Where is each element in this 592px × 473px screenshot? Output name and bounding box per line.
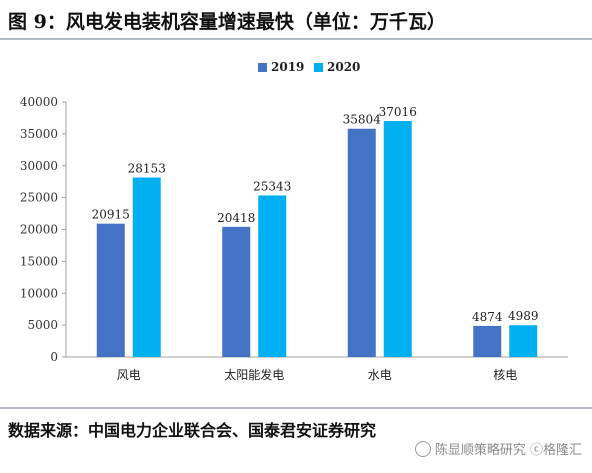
y-tick-label: 40000: [20, 95, 58, 109]
bar: [473, 325, 502, 357]
y-tick-label: 25000: [20, 191, 58, 205]
x-tick-label: 核电: [493, 368, 517, 382]
y-tick-label: 35000: [20, 127, 58, 141]
watermark: 陈显顺策略研究 ⓒ格隆汇: [414, 439, 582, 458]
y-tick-label: 5000: [27, 318, 58, 332]
x-tick-label: 水电: [368, 368, 392, 382]
bar: [258, 195, 287, 357]
data-label: 28153: [128, 162, 166, 176]
data-label: 37016: [379, 105, 417, 119]
source-note: 数据来源：中国电力企业联合会、国泰君安证券研究: [8, 421, 377, 440]
data-label: 35804: [343, 113, 382, 127]
data-label: 4989: [508, 309, 539, 323]
bar: [96, 223, 125, 357]
y-tick-label: 30000: [20, 159, 58, 173]
title-bar: 图 9：风电发电装机容量增速最快（单位：万千瓦）: [0, 0, 592, 40]
y-tick-label: 20000: [20, 223, 58, 237]
x-tick-label: 太阳能发电: [224, 367, 284, 382]
watermark-text: 陈显顺策略研究 ⓒ格隆汇: [434, 443, 582, 458]
legend-swatch: [258, 63, 267, 72]
data-label: 20418: [217, 211, 255, 225]
bar-chart: 0 5000 10000 15000 20000 25000 30000 35000 40000…: [20, 60, 568, 382]
chart-title: 图 9：风电发电装机容量增速最快（单位：万千瓦）: [8, 11, 446, 33]
legend-label: 2020: [327, 60, 360, 74]
bar: [132, 177, 161, 357]
x-tick-label: 风电: [117, 368, 141, 382]
y-tick-label: 0: [50, 350, 58, 364]
source-bar: 数据来源：中国电力企业联合会、国泰君安证券研究 陈显顺策略研究 ⓒ格隆汇: [0, 407, 592, 473]
y-tick-label: 15000: [20, 254, 58, 268]
bar: [222, 226, 251, 357]
bar: [347, 128, 376, 357]
data-label: 20915: [92, 208, 130, 222]
bar: [383, 121, 412, 357]
legend-label: 2019: [271, 60, 304, 74]
bar: [509, 325, 538, 357]
legend-swatch: [314, 63, 323, 72]
y-tick-label: 10000: [20, 286, 58, 300]
data-label: 25343: [253, 179, 291, 193]
data-label: 4874: [472, 310, 503, 324]
wechat-icon: [414, 440, 431, 457]
